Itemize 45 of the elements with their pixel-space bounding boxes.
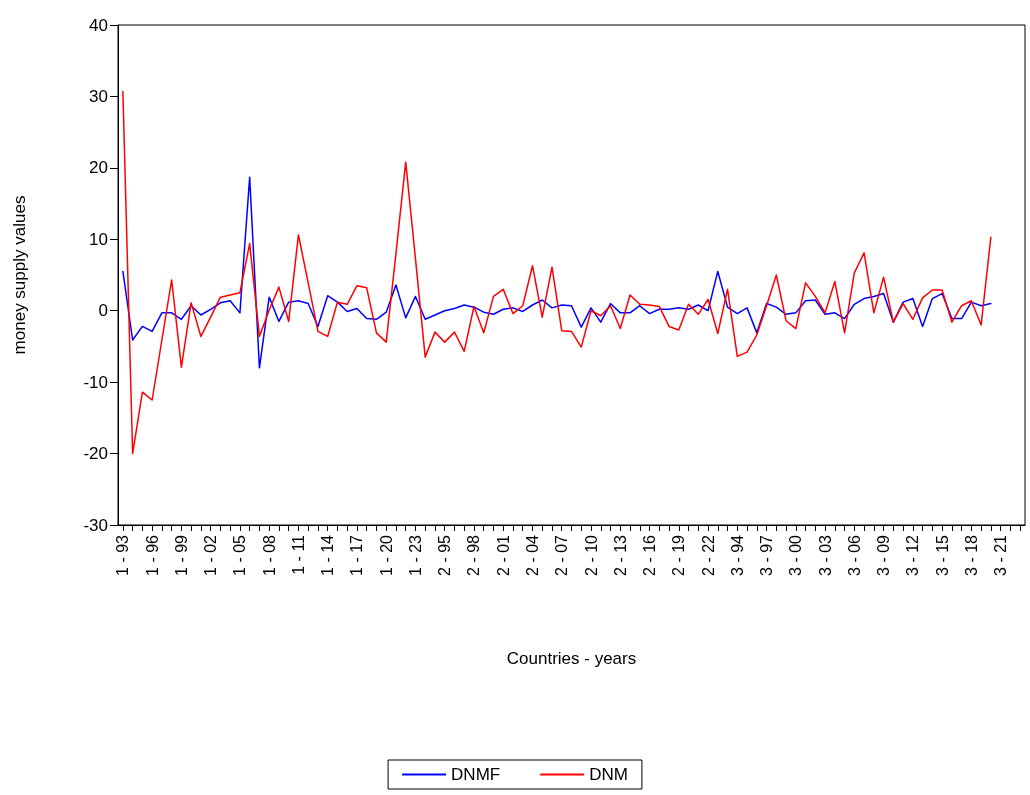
- x-tick-label: 1 - 11: [289, 534, 307, 575]
- legend-label: DNMF: [451, 765, 501, 784]
- line-series: [122, 176, 992, 369]
- x-axis-title: Countries - years: [506, 649, 637, 668]
- x-tick-label: 2 - 07: [553, 534, 571, 576]
- x-tick-label: 1 - 08: [260, 534, 278, 576]
- y-tick-label: 40: [89, 15, 108, 35]
- x-tick-label: 2 - 10: [582, 534, 600, 576]
- x-tick-label: 2 - 95: [436, 534, 454, 576]
- x-tick-label: 3 - 94: [728, 534, 746, 576]
- x-tick-label: 1 - 23: [406, 534, 424, 576]
- x-tick-label: 2 - 22: [699, 534, 717, 576]
- x-tick-label: 1 - 05: [231, 534, 249, 576]
- y-tick-label: -20: [83, 444, 108, 464]
- y-tick-label: 30: [89, 86, 108, 106]
- x-tick-label: 2 - 98: [465, 534, 483, 576]
- x-tick-label: 2 - 01: [494, 534, 512, 576]
- x-tick-label: 1 - 02: [202, 534, 220, 576]
- x-tick-label: 2 - 13: [611, 534, 629, 576]
- y-axis-title: money supply values: [10, 195, 29, 355]
- x-tick-label: 1 - 99: [172, 534, 190, 576]
- x-tick-label: 2 - 16: [641, 534, 659, 576]
- x-tick-label: 1 - 20: [377, 534, 395, 576]
- x-tick-label: 3 - 15: [933, 534, 951, 576]
- y-tick-label: -10: [83, 372, 108, 392]
- x-tick-label: 1 - 96: [143, 534, 161, 576]
- x-tick-label: 3 - 03: [816, 534, 834, 576]
- x-tick-label: 3 - 12: [904, 534, 922, 576]
- x-tick-label: 1 - 14: [319, 534, 337, 576]
- x-tick-label: 2 - 04: [523, 534, 541, 576]
- x-tick-label: 3 - 06: [845, 534, 863, 576]
- x-tick-label: 3 - 09: [875, 534, 893, 576]
- x-tick-label: 3 - 00: [787, 534, 805, 576]
- y-tick-label: 0: [98, 301, 108, 321]
- y-tick-label: -30: [83, 515, 108, 535]
- legend-label: DNM: [589, 765, 628, 784]
- x-tick-label: 2 - 19: [670, 534, 688, 576]
- x-tick-label: 3 - 97: [758, 534, 776, 576]
- x-tick-label: 1 - 17: [348, 534, 366, 576]
- x-tick-label: 3 - 21: [992, 534, 1010, 576]
- y-tick-label: 20: [89, 158, 108, 178]
- line-series: [122, 90, 992, 455]
- x-tick-label: 1 - 93: [114, 534, 132, 576]
- y-tick-label: 10: [89, 229, 108, 249]
- x-tick-label: 3 - 18: [962, 534, 980, 576]
